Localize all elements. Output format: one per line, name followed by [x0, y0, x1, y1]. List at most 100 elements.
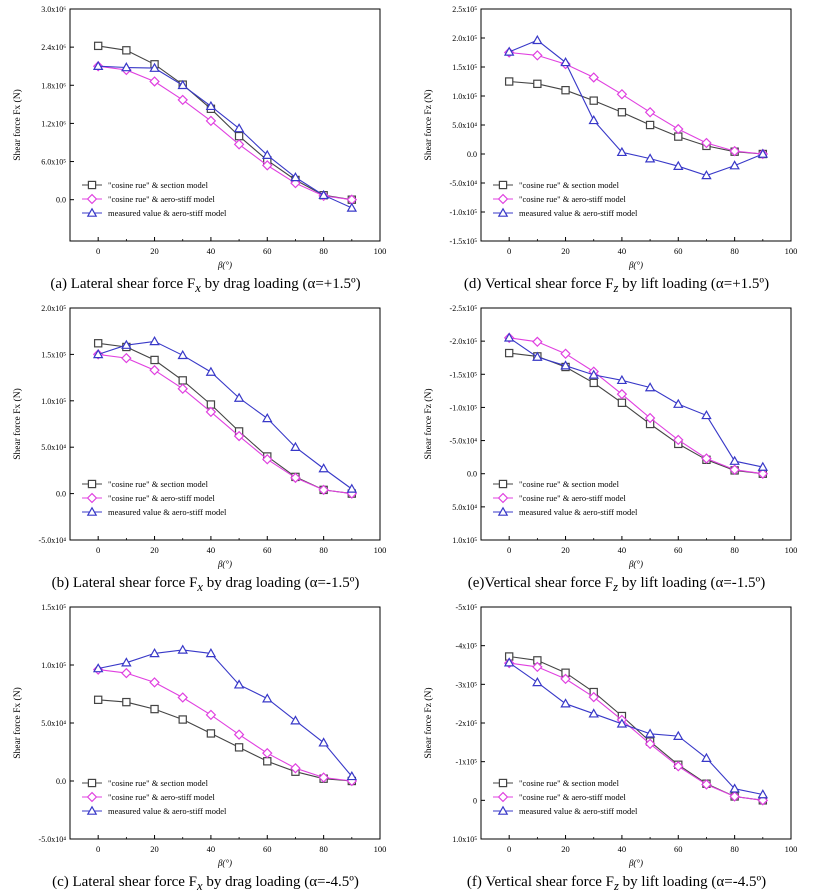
data-point-c-2-3 — [177, 644, 188, 654]
chart-c: 0 20 40 60 80 100 -5.0x10⁴ 0.0 5.0x10⁴ 1.0x10⁵ 1.5… — [12, 603, 386, 868]
data-point-f-1-3 — [588, 691, 599, 703]
data-point-b-0-2 — [150, 355, 159, 365]
data-point-e-2-2 — [560, 360, 571, 370]
x-tick-label-c-1: 20 — [150, 844, 159, 854]
data-point-d-2-9 — [757, 148, 769, 158]
data-point-c-0-4 — [206, 729, 216, 738]
data-point-a-0-1 — [122, 46, 131, 55]
data-point-b-1-5 — [233, 430, 245, 442]
legend-label-f-2: measured value & aero-stiff model — [519, 806, 638, 816]
y-tick-label-a-4: 2.4x10⁶ — [41, 43, 66, 52]
data-point-a-1-6 — [262, 160, 273, 171]
data-point-e-2-6 — [673, 398, 684, 408]
x-tick-label-c-0: 0 — [96, 844, 100, 854]
x-tick-label-d-4: 80 — [730, 246, 739, 256]
x-tick-label-c-2: 40 — [207, 844, 216, 854]
x-tick-label-c-4: 80 — [319, 844, 328, 854]
legend-marker-e-0 — [498, 479, 508, 489]
data-point-e-2-4 — [616, 374, 628, 385]
x-tick-label-d-3: 60 — [674, 246, 683, 256]
legend-label-c-2: measured value & aero-stiff model — [108, 806, 227, 816]
caption-d-text: (d) Vertical shear force F — [463, 276, 614, 292]
y-tick-label-f-3: -2x10⁵ — [456, 719, 478, 728]
caption-f: (f) Vertical shear force Fz by lift load… — [411, 874, 822, 894]
y-tick-label-f-4: -3x10⁵ — [456, 680, 478, 689]
legend-label-b-1: "cosine rue" & aero-stiff model — [108, 493, 215, 503]
data-point-d-1-3 — [588, 72, 599, 83]
series-line-a-2 — [98, 65, 353, 209]
legend-label-f-1: "cosine rue" & aero-stiff model — [519, 792, 626, 802]
x-tick-label-b-3: 60 — [263, 545, 272, 555]
x-tick-label-a-2: 40 — [207, 246, 216, 256]
legend-label-d-0: "cosine rue" & section model — [519, 180, 620, 190]
data-point-d-0-3 — [589, 96, 598, 105]
x-tick-label-a-3: 60 — [263, 246, 272, 256]
caption-d-sub: z — [613, 281, 619, 295]
series-line-d-0 — [509, 80, 763, 155]
data-point-e-1-7 — [701, 453, 712, 464]
data-point-a-1-4 — [205, 115, 217, 127]
legend-label-e-0: "cosine rue" & section model — [519, 479, 620, 489]
data-point-e-1-4 — [616, 388, 628, 400]
y-tick-label-d-3: 0.0 — [467, 150, 477, 159]
data-point-c-1-1 — [121, 667, 132, 679]
legend-label-e-2: measured value & aero-stiff model — [519, 507, 638, 517]
y-tick-label-a-5: 3.0x10⁶ — [41, 5, 66, 14]
y-tick-label-d-0: -1.5x10⁵ — [450, 237, 478, 246]
legend-label-d-1: "cosine rue" & aero-stiff model — [519, 194, 626, 204]
y-tick-label-f-2: -1x10⁵ — [456, 758, 478, 767]
x-axis-label-c: β(°) — [217, 858, 232, 868]
x-tick-label-a-0: 0 — [96, 246, 100, 256]
legend-marker-c-2 — [86, 805, 98, 815]
data-point-f-2-3 — [588, 708, 599, 718]
data-point-b-1-7 — [290, 472, 301, 484]
x-tick-label-b-0: 0 — [96, 545, 100, 555]
series-line-f-1 — [509, 662, 763, 801]
data-point-c-1-3 — [177, 692, 188, 703]
data-point-a-1-5 — [233, 139, 245, 150]
data-point-a-2-6 — [262, 149, 273, 159]
data-point-a-2-4 — [205, 100, 217, 111]
data-point-d-2-5 — [644, 153, 656, 163]
legend-marker-f-1 — [497, 791, 509, 803]
data-point-f-2-7 — [701, 752, 712, 762]
data-point-c-0-2 — [150, 704, 159, 714]
data-point-e-0-0 — [504, 348, 514, 358]
data-point-c-0-6 — [263, 757, 272, 766]
y-tick-label-b-2: 5.0x10⁴ — [41, 443, 66, 452]
x-tick-label-b-4: 80 — [319, 545, 328, 555]
x-tick-label-a-1: 20 — [150, 246, 159, 256]
x-tick-label-e-4: 80 — [730, 545, 739, 555]
data-point-d-0-4 — [617, 108, 627, 117]
legend-label-a-1: "cosine rue" & aero-stiff model — [108, 194, 215, 204]
data-point-b-1-6 — [262, 454, 273, 465]
panel-f: 0 20 40 60 80 100 1.0x10⁵ 0 -1x10⁵ -2x10⁵ -3x10⁵ -4… — [411, 598, 822, 896]
y-tick-label-e-7: -2.5x10⁵ — [450, 304, 478, 313]
x-axis-label-e: β(°) — [628, 559, 643, 569]
series-line-c-2 — [98, 649, 353, 777]
x-tick-label-d-1: 20 — [561, 246, 570, 256]
x-tick-label-f-1: 20 — [561, 844, 570, 854]
legend-marker-c-1 — [86, 791, 98, 803]
legend-label-c-0: "cosine rue" & section model — [108, 778, 209, 788]
data-point-d-1-1 — [532, 50, 543, 61]
caption-b-sub: x — [197, 580, 203, 594]
caption-b: (b) Lateral shear force Fx by drag loadi… — [0, 575, 411, 595]
x-tick-label-c-3: 60 — [263, 844, 272, 854]
y-tick-label-a-3: 1.8x10⁶ — [41, 81, 66, 90]
y-tick-label-a-2: 1.2x10⁶ — [41, 119, 66, 128]
data-point-a-2-2 — [149, 62, 160, 72]
data-point-b-1-3 — [177, 383, 188, 394]
y-tick-label-f-6: -5x10⁵ — [456, 603, 478, 612]
data-point-c-2-8 — [318, 737, 329, 747]
data-point-d-2-8 — [729, 160, 740, 170]
data-point-f-1-5 — [644, 738, 656, 750]
data-point-e-1-9 — [757, 468, 769, 479]
data-point-c-2-7 — [290, 715, 301, 725]
series-line-f-2 — [508, 662, 763, 796]
data-point-c-2-2 — [149, 647, 160, 658]
data-point-c-2-4 — [205, 647, 217, 658]
data-point-b-2-5 — [233, 392, 245, 402]
legend-marker-e-2 — [497, 506, 509, 516]
legend-label-c-1: "cosine rue" & aero-stiff model — [108, 792, 215, 802]
